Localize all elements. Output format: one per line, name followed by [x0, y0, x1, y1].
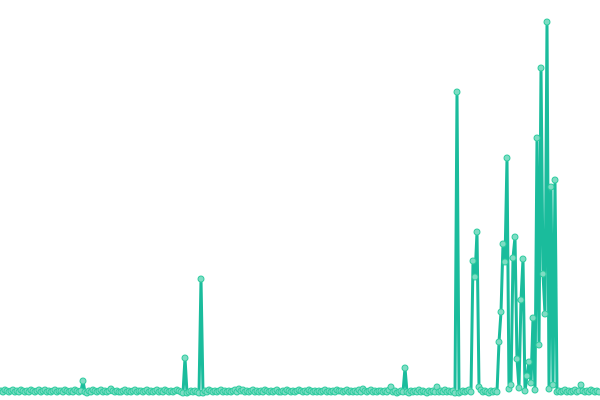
- data-point: [551, 176, 559, 184]
- data-point: [495, 338, 503, 346]
- series-group: [0, 18, 600, 397]
- data-point: [401, 364, 409, 372]
- data-point: [595, 388, 600, 396]
- data-point: [549, 381, 557, 389]
- data-point: [531, 386, 539, 394]
- series-line: [0, 20, 600, 395]
- data-point: [473, 228, 481, 236]
- data-point: [499, 240, 507, 248]
- data-point: [467, 388, 475, 396]
- data-point: [197, 275, 205, 283]
- data-point: [511, 233, 519, 241]
- data-point: [469, 257, 477, 265]
- data-point: [543, 18, 551, 26]
- data-point: [517, 296, 525, 304]
- data-point: [513, 355, 521, 363]
- data-point: [529, 314, 537, 322]
- data-point: [79, 377, 87, 385]
- data-point: [545, 385, 553, 393]
- data-point: [181, 354, 189, 362]
- data-point: [577, 381, 585, 389]
- data-point: [519, 255, 527, 263]
- data-point: [509, 254, 517, 262]
- data-point: [501, 258, 509, 266]
- data-point: [503, 154, 511, 162]
- data-point: [533, 134, 541, 142]
- data-point: [453, 88, 461, 96]
- data-point: [535, 341, 543, 349]
- data-point: [523, 372, 531, 380]
- data-point: [471, 273, 479, 281]
- data-point: [525, 358, 533, 366]
- data-point: [547, 183, 555, 191]
- data-point: [497, 308, 505, 316]
- data-point: [515, 384, 523, 392]
- data-point: [521, 387, 529, 395]
- data-point: [527, 379, 535, 387]
- data-point: [541, 310, 549, 318]
- data-point: [539, 270, 547, 278]
- data-point: [493, 388, 501, 396]
- data-point: [537, 64, 545, 72]
- data-point: [507, 381, 515, 389]
